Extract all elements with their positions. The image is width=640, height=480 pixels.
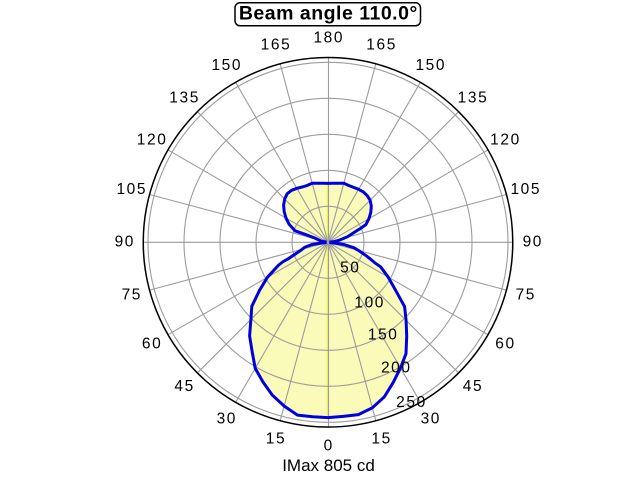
svg-text:180: 180: [313, 30, 344, 47]
svg-text:165: 165: [366, 37, 397, 54]
svg-text:90: 90: [115, 234, 135, 251]
svg-text:150: 150: [415, 57, 446, 74]
svg-text:135: 135: [169, 90, 200, 107]
svg-text:105: 105: [510, 181, 541, 198]
svg-text:120: 120: [137, 132, 168, 149]
svg-text:90: 90: [523, 234, 543, 251]
svg-text:15: 15: [371, 431, 391, 448]
svg-text:30: 30: [217, 410, 237, 427]
svg-text:105: 105: [116, 181, 147, 198]
svg-text:250: 250: [396, 394, 427, 411]
svg-text:120: 120: [490, 132, 521, 149]
svg-text:75: 75: [122, 287, 142, 304]
svg-text:165: 165: [261, 37, 292, 54]
svg-text:150: 150: [368, 327, 399, 344]
svg-text:IMax 805 cd: IMax 805 cd: [282, 456, 375, 475]
svg-text:60: 60: [495, 336, 515, 353]
svg-text:75: 75: [516, 287, 536, 304]
svg-text:50: 50: [340, 260, 360, 277]
svg-text:200: 200: [381, 359, 412, 376]
svg-text:100: 100: [354, 295, 385, 312]
svg-text:60: 60: [142, 336, 162, 353]
svg-text:150: 150: [211, 57, 242, 74]
svg-text:45: 45: [463, 378, 483, 395]
svg-text:15: 15: [266, 431, 286, 448]
svg-text:Beam angle 110.0°: Beam angle 110.0°: [239, 3, 418, 25]
svg-text:30: 30: [421, 410, 441, 427]
svg-text:0: 0: [324, 438, 334, 455]
svg-text:135: 135: [458, 90, 489, 107]
svg-text:45: 45: [174, 378, 194, 395]
